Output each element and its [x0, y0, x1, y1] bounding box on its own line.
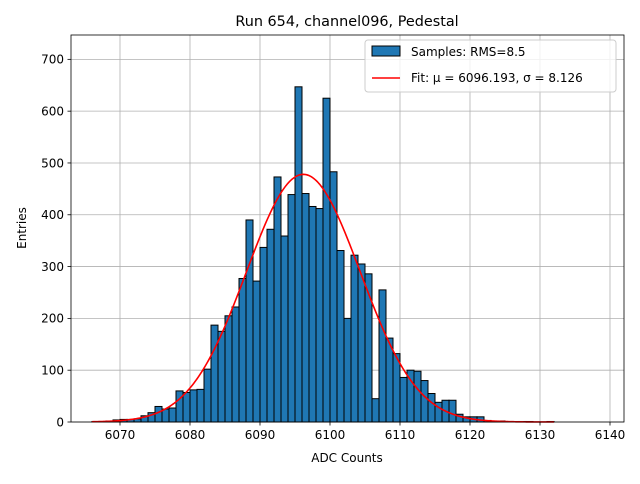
histogram-bar — [406, 369, 415, 423]
histogram-bar — [217, 330, 226, 423]
histogram-bar — [392, 353, 401, 423]
chart-title: Run 654, channel096, Pedestal — [235, 14, 458, 30]
histogram-bar — [399, 376, 408, 423]
histogram-bar — [252, 280, 261, 423]
histogram-bar — [343, 317, 352, 423]
y-tick-label: 300 — [41, 260, 64, 274]
x-tick-label: 6120 — [455, 428, 486, 442]
histogram-bar — [357, 263, 366, 423]
histogram-bar — [371, 398, 380, 423]
x-tick-label: 6100 — [315, 428, 346, 442]
legend-box — [364, 39, 617, 93]
histogram-bar — [224, 315, 233, 423]
plot-frame — [70, 34, 625, 423]
histogram-bar — [259, 246, 268, 423]
y-tick-label: 700 — [41, 53, 64, 67]
x-axis-label: ADC Counts — [311, 451, 383, 465]
histogram-bars — [91, 86, 555, 423]
fit-curve-layer — [91, 173, 554, 423]
legend-swatch-samples — [371, 45, 401, 57]
x-tick-label: 6070 — [105, 428, 136, 442]
histogram-bar — [301, 193, 310, 423]
x-tick-label: 6080 — [175, 428, 206, 442]
histogram-bar — [210, 324, 219, 423]
y-tick-label: 100 — [41, 363, 64, 377]
histogram-bar — [329, 171, 338, 423]
histogram-bar — [154, 405, 163, 423]
histogram-bar — [273, 176, 282, 423]
histogram-bar — [287, 194, 296, 423]
histogram-bar — [427, 393, 436, 423]
histogram-bar — [182, 391, 191, 423]
histogram-bar — [238, 277, 247, 423]
y-axis-label: Entries — [15, 207, 29, 249]
x-tick-label: 6090 — [245, 428, 276, 442]
legend: Samples: RMS=8.5 Fit: μ = 6096.193, σ = … — [364, 39, 617, 93]
legend-label-samples: Samples: RMS=8.5 — [411, 45, 526, 59]
histogram-bar — [308, 205, 317, 423]
x-tick-label: 6130 — [525, 428, 556, 442]
y-tick-label: 500 — [41, 156, 64, 170]
histogram-bar — [315, 208, 324, 423]
legend-label-fit: Fit: μ = 6096.193, σ = 8.126 — [411, 71, 583, 85]
histogram-bar — [196, 388, 205, 423]
histogram-bar — [203, 368, 212, 423]
y-tick-label: 200 — [41, 312, 64, 326]
histogram-bar — [280, 235, 289, 423]
axis-ticks: 6070 6080 6090 6100 6110 6120 6130 6140 0 100 200 3… — [41, 53, 625, 442]
histogram-bar — [322, 97, 331, 423]
histogram-bar — [420, 380, 429, 423]
histogram-bar — [364, 273, 373, 423]
histogram-bar — [231, 306, 240, 423]
histogram-bar — [413, 370, 422, 423]
histogram-bar — [350, 254, 359, 423]
x-tick-label: 6140 — [595, 428, 626, 442]
histogram-bar — [168, 407, 177, 423]
x-tick-label: 6110 — [385, 428, 416, 442]
histogram-bar — [336, 250, 345, 423]
histogram-bar — [245, 219, 254, 423]
histogram-bar — [448, 399, 457, 423]
gaussian-fit-curve — [91, 173, 554, 423]
histogram-bar — [294, 86, 303, 423]
histogram-bar — [385, 337, 394, 423]
y-tick-label: 600 — [41, 104, 64, 118]
histogram-bar — [189, 389, 198, 423]
histogram-bar — [378, 289, 387, 423]
y-tick-label: 0 — [56, 415, 64, 429]
histogram-bar — [266, 228, 275, 423]
y-tick-label: 400 — [41, 208, 64, 222]
